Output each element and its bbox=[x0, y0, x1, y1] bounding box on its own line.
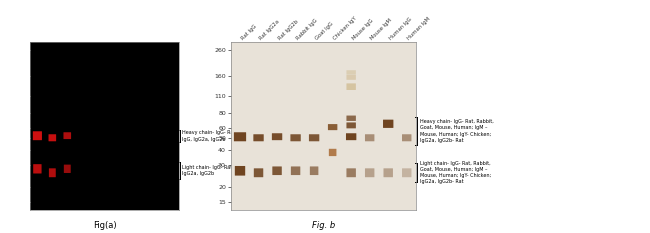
FancyBboxPatch shape bbox=[384, 168, 393, 177]
FancyBboxPatch shape bbox=[402, 168, 411, 177]
FancyBboxPatch shape bbox=[234, 132, 246, 141]
FancyBboxPatch shape bbox=[346, 116, 356, 121]
FancyBboxPatch shape bbox=[346, 168, 356, 177]
FancyBboxPatch shape bbox=[402, 134, 411, 141]
FancyBboxPatch shape bbox=[254, 168, 263, 177]
FancyBboxPatch shape bbox=[254, 134, 264, 141]
FancyBboxPatch shape bbox=[329, 149, 337, 156]
FancyBboxPatch shape bbox=[383, 120, 393, 128]
FancyBboxPatch shape bbox=[32, 131, 42, 140]
FancyBboxPatch shape bbox=[64, 132, 71, 139]
FancyBboxPatch shape bbox=[346, 122, 356, 128]
FancyBboxPatch shape bbox=[346, 70, 356, 74]
FancyBboxPatch shape bbox=[33, 164, 42, 174]
FancyBboxPatch shape bbox=[49, 134, 56, 141]
FancyBboxPatch shape bbox=[272, 133, 282, 140]
Text: Heavy chain- IgG- Rat
IgG, IgG2a, IgG2b: Heavy chain- IgG- Rat IgG, IgG2a, IgG2b bbox=[183, 130, 236, 142]
Text: Light chain- IgG- Rat IgG,
IgG2a, IgG2b: Light chain- IgG- Rat IgG, IgG2a, IgG2b bbox=[183, 165, 244, 176]
FancyBboxPatch shape bbox=[365, 168, 374, 177]
FancyBboxPatch shape bbox=[291, 134, 301, 141]
FancyBboxPatch shape bbox=[365, 134, 374, 141]
FancyBboxPatch shape bbox=[309, 134, 319, 141]
FancyBboxPatch shape bbox=[310, 166, 318, 175]
FancyBboxPatch shape bbox=[64, 164, 71, 173]
FancyBboxPatch shape bbox=[346, 133, 356, 140]
FancyBboxPatch shape bbox=[235, 166, 245, 176]
FancyBboxPatch shape bbox=[49, 168, 56, 177]
Text: Light chain- IgG- Rat, Rabbit,
Goat, Mouse, Human; IgM –
Mouse, Human; IgY- Chic: Light chain- IgG- Rat, Rabbit, Goat, Mou… bbox=[420, 161, 491, 184]
FancyBboxPatch shape bbox=[346, 83, 356, 90]
FancyBboxPatch shape bbox=[272, 166, 282, 175]
FancyBboxPatch shape bbox=[291, 166, 300, 175]
FancyBboxPatch shape bbox=[328, 124, 337, 130]
Text: Fig(a): Fig(a) bbox=[93, 221, 116, 230]
FancyBboxPatch shape bbox=[346, 75, 356, 80]
Text: Heavy chain- IgG- Rat, Rabbit,
Goat, Mouse, Human; IgM –
Mouse, Human; IgY- Chic: Heavy chain- IgG- Rat, Rabbit, Goat, Mou… bbox=[420, 119, 493, 143]
Text: Fig. b: Fig. b bbox=[312, 221, 335, 230]
